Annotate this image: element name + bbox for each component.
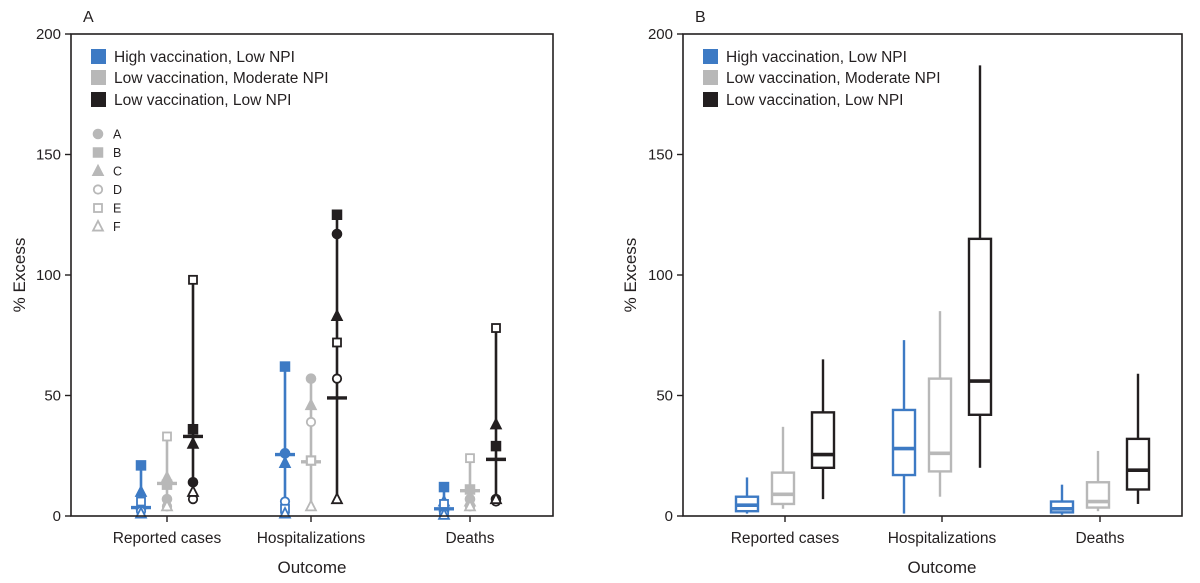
panel-a-x-axis-label: Outcome: [278, 558, 347, 577]
point-d-low-vaccination-moderate-npi-hospitalizations: [305, 416, 317, 428]
legend-swatch-low-npi: [703, 92, 718, 107]
x-tick-label-reported-cases: Reported cases: [113, 530, 222, 547]
symbol-legend-marker-d: [92, 184, 104, 195]
x-tick-label-deaths: Deaths: [445, 530, 494, 547]
panel-a: A % Excess Outcome 0 50 100 150 200 Reported…: [10, 9, 554, 577]
legend-swatch-low-npi: [91, 92, 106, 107]
legend-label-high-vax: High vaccination, Low NPI: [726, 49, 907, 66]
panel-a-label: A: [83, 9, 94, 26]
point-c-low-vaccination-low-npi-reported-cases: [186, 436, 200, 449]
panel-a-y-axis-label: % Excess: [10, 238, 29, 313]
symbol-legend-marker-f: [91, 218, 105, 232]
point-b-low-vaccination-low-npi-hospitalizations: [331, 209, 343, 220]
point-c-low-vaccination-moderate-npi-hospitalizations: [304, 397, 318, 411]
y-tick-label-50: 50: [44, 388, 61, 405]
point-c-low-vaccination-moderate-npi-reported-cases: [160, 470, 174, 483]
point-f-low-vaccination-moderate-npi-reported-cases: [160, 498, 174, 512]
box-low-vaccination-moderate-npi-deaths: [1085, 481, 1111, 509]
x-tick-label-hospitalizations: Hospitalizations: [888, 530, 997, 547]
point-f-low-vaccination-moderate-npi-deaths: [463, 498, 477, 512]
point-e-low-vaccination-low-npi-deaths: [491, 323, 501, 333]
point-e-high-vaccination-low-npi-reported-cases: [136, 496, 146, 507]
symbol-legend-marker-e: [93, 203, 103, 213]
y-tick-label-0: 0: [53, 508, 61, 525]
x-tick-label-deaths: Deaths: [1075, 530, 1124, 547]
point-e-high-vaccination-low-npi-deaths: [439, 499, 449, 509]
box-low-vaccination-moderate-npi-hospitalizations: [927, 377, 953, 473]
symbol-legend-marker-a: [92, 128, 104, 140]
point-b-low-vaccination-low-npi-deaths: [490, 440, 502, 452]
point-f-low-vaccination-moderate-npi-hospitalizations: [304, 498, 318, 512]
symbol-legend-label-a: A: [113, 128, 122, 142]
panel-a-legend: High vaccination, Low NPI Low vaccinatio…: [91, 49, 329, 109]
point-e-low-vaccination-low-npi-hospitalizations: [332, 337, 342, 348]
legend-swatch-high-vax: [703, 49, 718, 64]
point-e-low-vaccination-moderate-npi-hospitalizations: [306, 455, 316, 466]
panel-b-label: B: [695, 9, 706, 26]
box-low-vaccination-moderate-npi-reported-cases: [770, 471, 796, 506]
point-e-low-vaccination-moderate-npi-reported-cases: [162, 431, 172, 442]
legend-swatch-moderate-npi: [91, 70, 106, 85]
panel-b-legend: High vaccination, Low NPI Low vaccinatio…: [703, 49, 941, 109]
point-b-high-vaccination-low-npi-reported-cases: [135, 460, 147, 471]
y-tick-label-50: 50: [656, 388, 673, 405]
point-b-high-vaccination-low-npi-hospitalizations: [279, 361, 291, 372]
y-tick-label-150: 150: [648, 147, 673, 164]
x-tick-label-hospitalizations: Hospitalizations: [257, 530, 366, 547]
symbol-legend-label-e: E: [113, 202, 121, 216]
box-low-vaccination-low-npi-deaths: [1125, 437, 1151, 491]
legend-label-moderate-npi: Low vaccination, Moderate NPI: [114, 70, 329, 87]
box-high-vaccination-low-npi-hospitalizations: [891, 408, 917, 477]
box-low-vaccination-low-npi-hospitalizations: [967, 237, 993, 416]
point-e-low-vaccination-low-npi-reported-cases: [188, 274, 198, 285]
legend-swatch-moderate-npi: [703, 70, 718, 85]
panel-b-y-axis-label: % Excess: [621, 238, 640, 313]
legend-label-low-npi: Low vaccination, Low NPI: [114, 92, 291, 109]
symbol-legend-label-d: D: [113, 183, 122, 197]
panel-b: B % Excess Outcome 0 50 100 150 200 Reported…: [621, 9, 1183, 577]
point-a-low-vaccination-low-npi-hospitalizations: [331, 228, 343, 240]
y-tick-label-0: 0: [665, 508, 673, 525]
point-f-low-vaccination-low-npi-hospitalizations: [330, 491, 344, 505]
point-b-high-vaccination-low-npi-deaths: [438, 481, 450, 493]
point-f-low-vaccination-low-npi-reported-cases: [186, 484, 200, 497]
point-a-low-vaccination-moderate-npi-hospitalizations: [305, 373, 317, 384]
legend-label-high-vax: High vaccination, Low NPI: [114, 49, 295, 66]
symbol-legend-label-c: C: [113, 165, 122, 179]
point-c-low-vaccination-low-npi-deaths: [489, 417, 503, 430]
symbol-legend-marker-b: [92, 147, 104, 158]
y-tick-label-200: 200: [36, 26, 61, 43]
legend-swatch-high-vax: [91, 49, 106, 64]
point-f-low-vaccination-low-npi-deaths: [489, 491, 503, 505]
point-b-low-vaccination-low-npi-reported-cases: [187, 423, 199, 435]
point-e-low-vaccination-moderate-npi-deaths: [465, 453, 475, 464]
box-high-vaccination-low-npi-deaths: [1049, 500, 1075, 514]
y-tick-label-200: 200: [648, 26, 673, 43]
point-c-high-vaccination-low-npi-hospitalizations: [278, 455, 292, 468]
x-tick-label-reported-cases: Reported cases: [731, 530, 840, 547]
symbol-legend-label-b: B: [113, 146, 121, 160]
panel-a-plot-frame: [70, 33, 554, 517]
point-c-low-vaccination-low-npi-hospitalizations: [330, 308, 344, 321]
point-d-low-vaccination-low-npi-hospitalizations: [331, 373, 343, 384]
point-b-low-vaccination-moderate-npi-deaths: [464, 484, 476, 495]
y-tick-label-150: 150: [36, 147, 61, 164]
panel-b-x-axis-label: Outcome: [908, 558, 977, 577]
symbol-legend-marker-c: [91, 163, 105, 176]
y-tick-label-100: 100: [36, 267, 61, 284]
box-low-vaccination-low-npi-reported-cases: [810, 411, 836, 469]
legend-label-low-npi: Low vaccination, Low NPI: [726, 92, 903, 109]
symbol-legend-label-f: F: [113, 220, 121, 234]
point-c-high-vaccination-low-npi-reported-cases: [134, 484, 148, 497]
legend-label-moderate-npi: Low vaccination, Moderate NPI: [726, 70, 941, 87]
y-tick-label-100: 100: [648, 267, 673, 284]
panel-b-plot-frame: [682, 33, 1183, 517]
